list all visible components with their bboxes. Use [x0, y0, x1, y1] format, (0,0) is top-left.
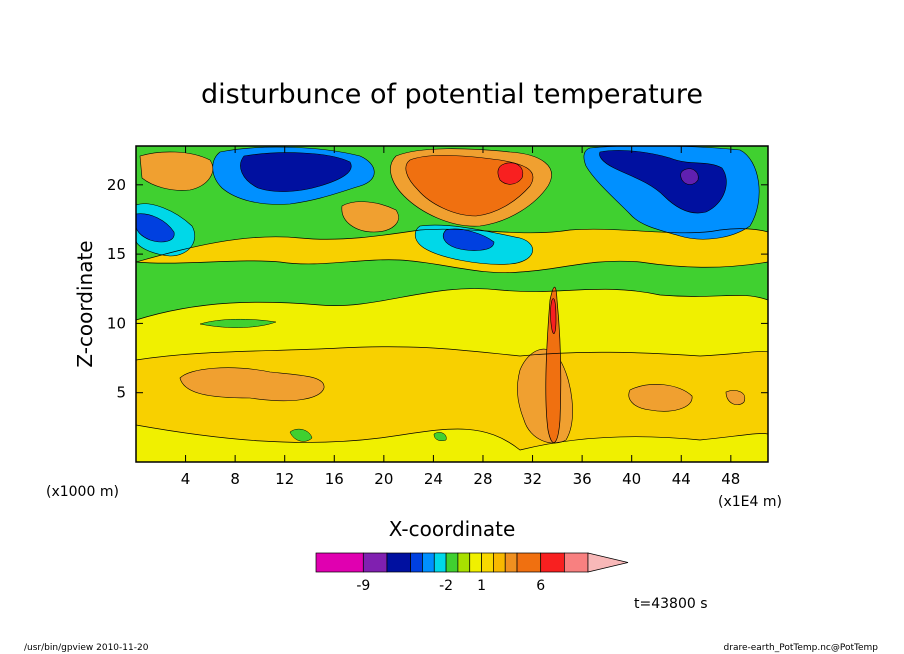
- colorbar-tick-label: 6: [536, 578, 545, 594]
- colorbar-swatch: [386, 552, 411, 573]
- x-tick-label: 12: [275, 470, 294, 488]
- colorbar-swatch: [540, 552, 565, 573]
- field-convective-plume: [545, 286, 562, 443]
- x-tick-label: 32: [523, 470, 542, 488]
- field-surface-patch: [433, 432, 447, 441]
- field-mid-patch: [199, 318, 277, 328]
- contour-line: [136, 346, 768, 361]
- plot-frame: [135, 145, 769, 463]
- field-plume-core: [550, 298, 557, 334]
- colorbar-swatch: [516, 552, 542, 573]
- y-tick-label: 20: [107, 176, 126, 194]
- colorbar-swatch: [445, 552, 459, 573]
- field-low-warm-left: [179, 367, 325, 402]
- colorbar-tick-label: 1: [477, 578, 486, 594]
- x-axis-label: X-coordinate: [389, 517, 516, 541]
- colorbar-swatch: [493, 552, 506, 573]
- field-upper-warm-core: [497, 162, 524, 185]
- colorbar-tick-label: -9: [356, 578, 370, 594]
- field-upper-cold-right-core: [599, 150, 727, 214]
- x-unit-left: (x1000 m): [46, 484, 119, 500]
- x-tick-label: 48: [721, 470, 740, 488]
- contour-line: [136, 228, 768, 263]
- y-tick-label: 5: [116, 384, 126, 402]
- y-tick-label: 10: [107, 314, 126, 332]
- colorbar-swatch: [504, 552, 518, 573]
- x-unit-right: (x1E4 m): [718, 494, 782, 510]
- field-upper-orange-left2: [341, 201, 399, 233]
- x-tick-label: 4: [181, 470, 191, 488]
- footer-left: /usr/bin/gpview 2010-11-20: [24, 643, 149, 653]
- colorbar-swatch: [457, 552, 471, 573]
- x-tick-label: 36: [573, 470, 592, 488]
- field-blue-left: [136, 213, 175, 243]
- x-tick-label: 44: [672, 470, 691, 488]
- plot-area: [136, 146, 768, 462]
- time-label: t=43800 s: [634, 596, 708, 612]
- colorbar-swatch: [433, 552, 447, 573]
- field-surface-patch: [289, 428, 313, 442]
- field-upper-cold-left-core: [240, 152, 352, 192]
- footer-right: drare-earth_PotTemp.nc@PotTemp: [724, 643, 879, 653]
- contour-line: [136, 259, 768, 273]
- field-upper-cold-right-purple: [680, 168, 699, 185]
- x-tick-label: 24: [424, 470, 443, 488]
- colorbar-swatch: [422, 552, 435, 573]
- x-tick-label: 40: [622, 470, 641, 488]
- field-upper-orange-left: [139, 151, 214, 191]
- colorbar-swatch: [563, 552, 589, 573]
- y-axis-label: Z-coordinate: [73, 240, 97, 367]
- field-lowest-layer: [136, 425, 768, 462]
- field-blue-spot: [443, 228, 495, 251]
- x-tick-label: 28: [473, 470, 492, 488]
- colorbar-swatch: [481, 552, 494, 573]
- contour-line: [136, 288, 768, 321]
- contour-line: [136, 424, 768, 451]
- x-tick-label: 16: [325, 470, 344, 488]
- colorbar-tick-label: -2: [439, 578, 453, 594]
- field-low-warm-right: [628, 384, 693, 412]
- colorbar-arrow: [587, 552, 629, 573]
- colorbar-swatch: [469, 552, 482, 573]
- colorbar-swatch: [315, 552, 364, 573]
- colorbar-swatch: [362, 552, 388, 573]
- y-tick-label: 15: [107, 245, 126, 263]
- y-axis: 5 10 15 20: [107, 176, 768, 402]
- field-low-warm-right2: [725, 390, 746, 405]
- x-tick-label: 20: [374, 470, 393, 488]
- chart-title: disturbunce of potential temperature: [201, 79, 703, 110]
- x-axis: 4 8 12 16 20 24 28 32 36 40 44 48: [181, 146, 740, 488]
- x-tick-label: 8: [230, 470, 240, 488]
- colorbar: -9 -2 1 6: [315, 552, 629, 594]
- colorbar-swatch: [410, 552, 423, 573]
